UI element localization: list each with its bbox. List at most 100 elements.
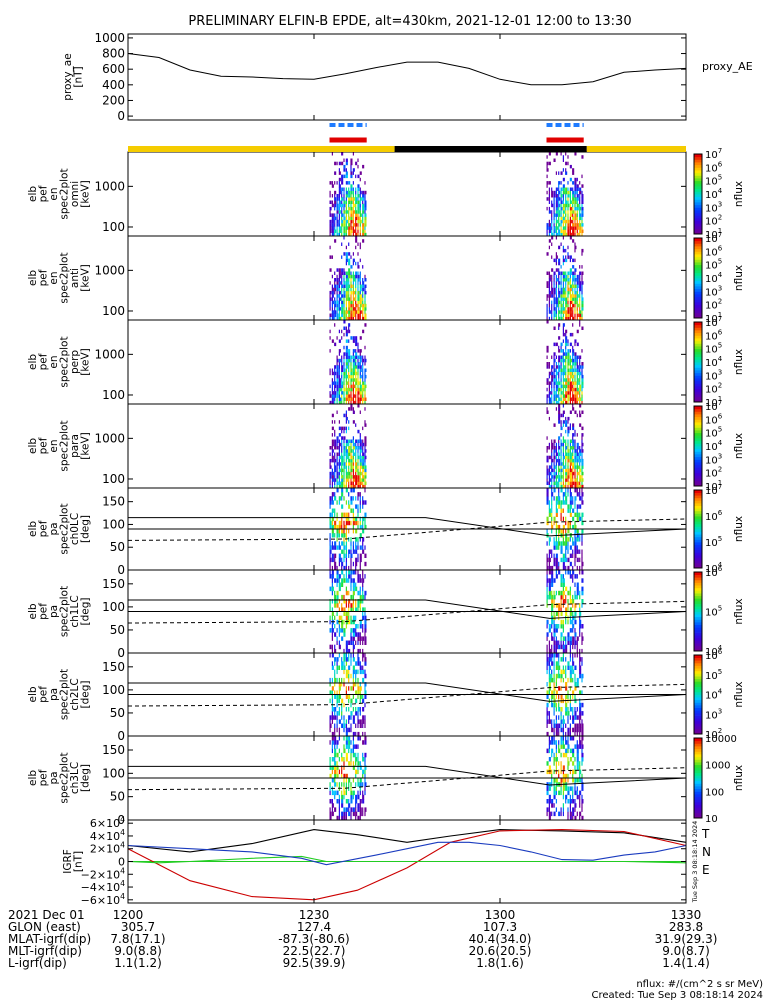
- spectrogram-cell: [565, 303, 568, 308]
- spectrogram-cell: [334, 557, 336, 563]
- spectrogram-cell: [334, 197, 337, 201]
- spectrogram-cell: [579, 773, 581, 779]
- spectrogram-cell: [553, 219, 555, 224]
- spectrogram-cell: [546, 578, 549, 583]
- spectrogram-cell: [548, 307, 550, 311]
- spectrogram-cell: [355, 368, 357, 372]
- y-axis-label-line: ch0LC: [69, 513, 81, 545]
- spectrogram-cell: [355, 216, 358, 221]
- colorbar-segment: [694, 243, 702, 247]
- spectrogram-cell: [548, 274, 551, 279]
- spectrogram-cell: [553, 200, 555, 204]
- spectrogram-cell: [579, 410, 581, 414]
- colorbar-segment: [694, 154, 702, 158]
- spectrogram-cell: [560, 433, 562, 437]
- spectrogram-cell: [562, 236, 564, 240]
- spectrogram-cell: [364, 381, 366, 385]
- spectrogram-cell: [362, 574, 364, 579]
- spectrogram-cell: [348, 799, 350, 804]
- spectrogram-cell: [558, 200, 560, 204]
- spectrogram-cell: [343, 545, 346, 550]
- spectrogram-cell: [338, 586, 341, 592]
- colorbar-segment: [694, 167, 702, 171]
- spectrogram-cell: [576, 290, 578, 295]
- spectrogram-cell: [558, 665, 561, 670]
- colorbar-segment: [694, 186, 702, 190]
- spectrogram-cell: [558, 397, 561, 401]
- spectrogram-cell: [581, 290, 583, 295]
- spectrogram-cell: [334, 740, 337, 745]
- colorbar-segment: [694, 472, 702, 476]
- tick-exponent: 7: [718, 231, 722, 239]
- spectrogram-cell: [551, 778, 553, 783]
- spectrogram-cell: [562, 769, 564, 775]
- spectrogram-cell: [553, 803, 555, 808]
- spectrogram-cell: [574, 290, 577, 295]
- spectrogram-cell: [362, 731, 364, 737]
- spectrogram-cell: [574, 665, 577, 670]
- spectrogram-cell: [579, 458, 582, 463]
- spectrogram-cell: [565, 736, 567, 741]
- spectrogram-cell: [581, 677, 583, 683]
- spectrogram-cell: [357, 355, 360, 359]
- spectrogram-cell: [348, 807, 350, 812]
- spectrogram-cell: [343, 478, 345, 482]
- spectrogram-cell: [562, 155, 564, 159]
- spectrogram-cell: [562, 578, 565, 583]
- spectrogram-cell: [565, 229, 567, 233]
- spectrogram-cell: [334, 387, 336, 392]
- spectrogram-cell: [357, 284, 359, 288]
- spectrogram-cell: [576, 433, 578, 437]
- spectrogram-cell: [555, 290, 557, 295]
- spectrogram-cell: [341, 815, 344, 821]
- spectrogram-cell: [362, 582, 364, 587]
- spectrogram-cell: [548, 161, 551, 166]
- spectrogram-cell: [355, 529, 358, 534]
- spectrogram-cell: [581, 778, 583, 783]
- spectrogram-cell: [579, 232, 581, 237]
- spectrogram-cell: [572, 769, 575, 775]
- spectrogram-cell: [579, 197, 581, 201]
- spectrogram-cell: [329, 462, 331, 466]
- spectrogram-cell: [359, 723, 362, 728]
- spectrogram-cell: [576, 232, 579, 237]
- spectrogram-cell: [555, 590, 557, 596]
- spectrogram-cell: [362, 197, 365, 201]
- spectrogram-cell: [352, 355, 355, 359]
- spectrogram-cell: [579, 711, 582, 716]
- spectrogram-cell: [574, 799, 576, 804]
- spectrogram-cell: [364, 455, 367, 460]
- spectrogram-cell: [338, 599, 340, 604]
- spectrogram-cell: [336, 297, 338, 301]
- spectrogram-cell: [553, 553, 555, 558]
- spectrogram-cell: [348, 242, 350, 246]
- spectrogram-cell: [565, 669, 567, 675]
- spectrogram-cell: [348, 391, 350, 395]
- spectrogram-cell: [562, 203, 565, 208]
- spectrogram-cell: [357, 590, 360, 596]
- spectrogram-cell: [567, 744, 570, 749]
- spectrogram-cell: [572, 210, 575, 214]
- spectrogram-cell: [357, 362, 360, 366]
- spectrogram-cell: [581, 761, 583, 766]
- colorbar-segment: [694, 715, 702, 719]
- spectrogram-cell: [362, 303, 365, 308]
- spectrogram-cell: [562, 508, 564, 513]
- spectrogram-cell: [572, 446, 575, 450]
- spectrogram-cell: [553, 300, 556, 305]
- spectrogram-cell: [348, 619, 351, 625]
- spectrogram-cell: [359, 719, 362, 724]
- colorbar-segment: [694, 697, 702, 701]
- spectrogram-cell: [329, 232, 331, 237]
- spectrogram-cell: [553, 371, 555, 376]
- spectrogram-cell: [548, 736, 550, 741]
- spectrogram-cell: [551, 603, 554, 608]
- spectrogram-cell: [359, 799, 362, 804]
- spectrogram-cell: [343, 168, 346, 172]
- spectrogram-cell: [343, 574, 345, 579]
- spectrogram-cell: [352, 374, 354, 379]
- spectrogram-cell: [569, 799, 572, 804]
- spectrogram-cell: [572, 355, 574, 359]
- spectrogram-cell: [362, 529, 365, 534]
- spectrogram-cell: [362, 223, 365, 227]
